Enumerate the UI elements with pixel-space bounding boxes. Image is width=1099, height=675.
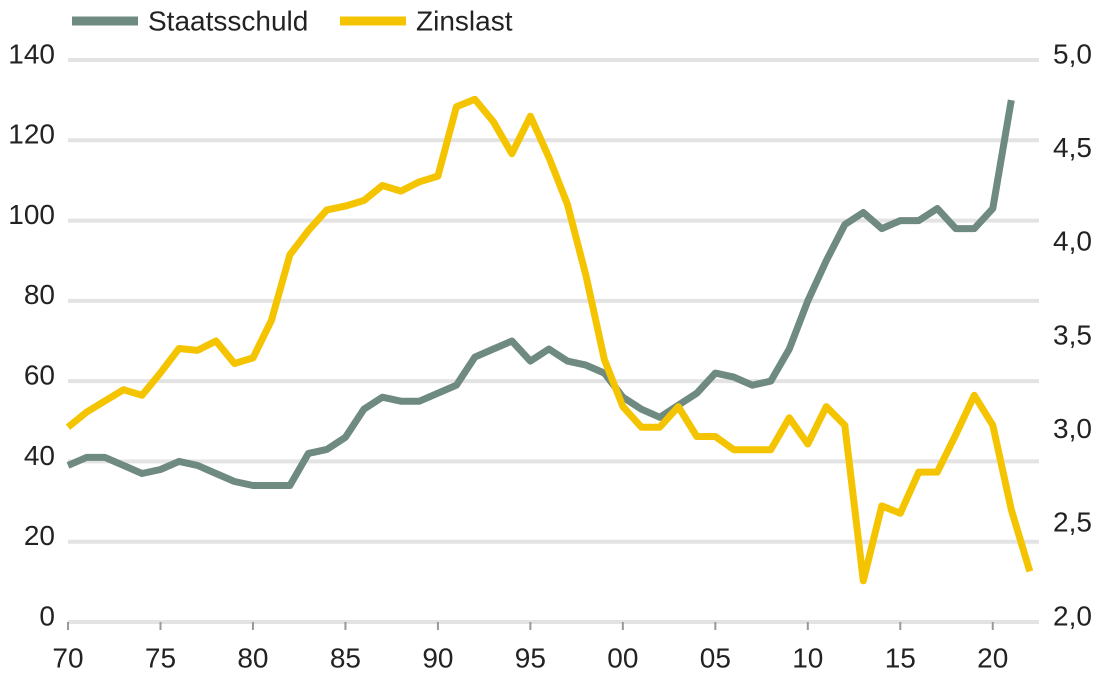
y-tick-label: 0 [39, 600, 55, 631]
y-tick-label: 100 [8, 199, 55, 230]
x-tick-label: 90 [422, 642, 453, 673]
legend-label: Zinslast [416, 5, 513, 36]
x-tick-label: 05 [700, 642, 731, 673]
x-tick-label: 70 [52, 642, 83, 673]
x-tick-label: 95 [515, 642, 546, 673]
y-tick-label: 20 [24, 520, 55, 551]
y-tick-label: 80 [24, 279, 55, 310]
series-line [65, 95, 1034, 585]
x-tick-label: 10 [792, 642, 823, 673]
y2-tick-label: 5,0 [1053, 38, 1092, 69]
x-tick-label: 80 [237, 642, 268, 673]
y2-tick-label: 4,0 [1053, 226, 1092, 257]
x-tick-label: 85 [330, 642, 361, 673]
legend-label: Staatsschuld [148, 5, 308, 36]
x-tick-label: 75 [145, 642, 176, 673]
y-tick-label: 140 [8, 38, 55, 69]
y2-tick-label: 3,5 [1053, 319, 1092, 350]
y2-tick-label: 4,5 [1053, 132, 1092, 163]
y-tick-label: 120 [8, 119, 55, 150]
x-tick-label: 20 [977, 642, 1008, 673]
x-tick-label: 00 [607, 642, 638, 673]
y2-tick-label: 2,5 [1053, 507, 1092, 538]
y-tick-label: 60 [24, 360, 55, 391]
y2-tick-label: 2,0 [1053, 600, 1092, 631]
series-line [66, 99, 1015, 489]
y-tick-label: 40 [24, 440, 55, 471]
y2-tick-label: 3,0 [1053, 413, 1092, 444]
x-tick-label: 15 [885, 642, 916, 673]
